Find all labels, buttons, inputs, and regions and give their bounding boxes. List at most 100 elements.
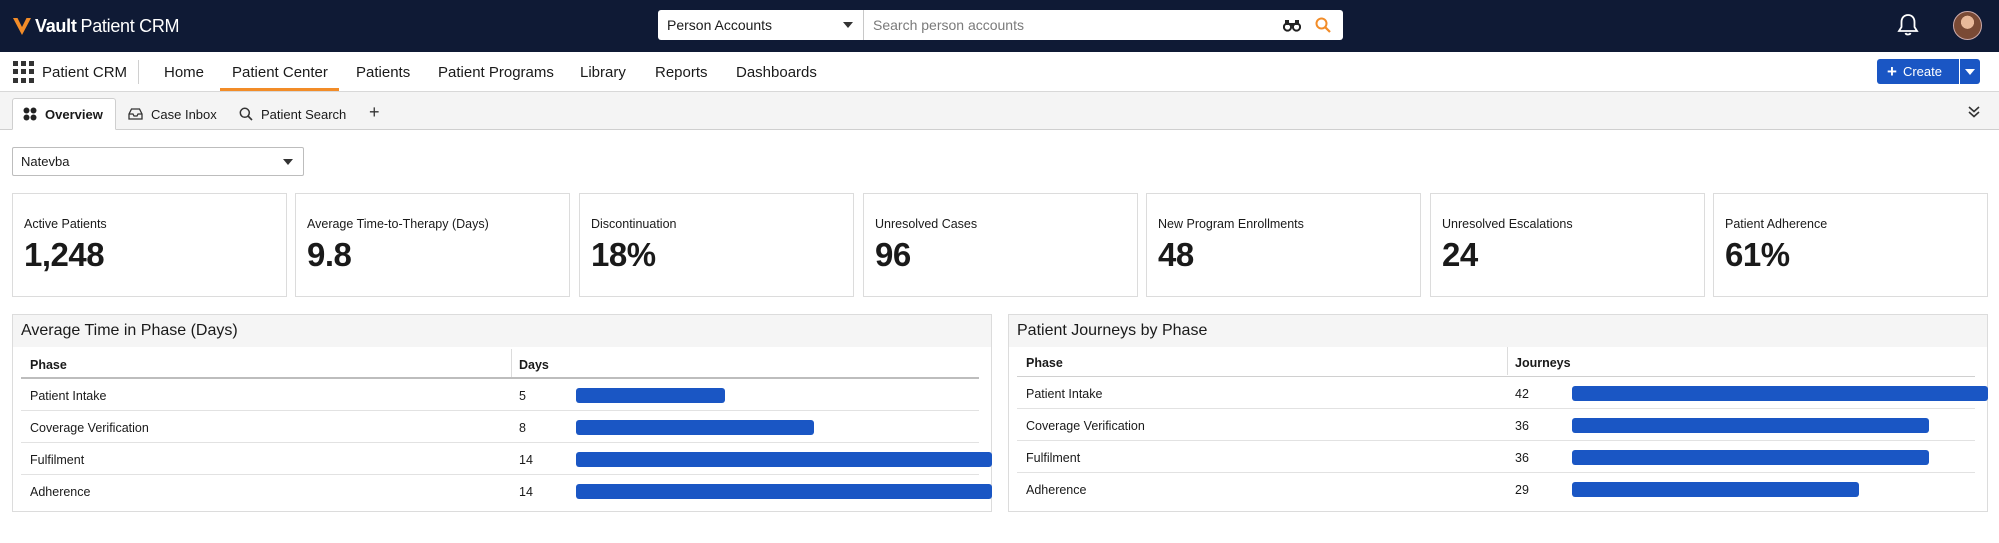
- kpi-value: 48: [1158, 236, 1194, 273]
- table-row: Fulfilment 36: [1017, 441, 1975, 473]
- app-launcher-icon[interactable]: [13, 61, 35, 83]
- search-icon: [239, 107, 253, 121]
- table-row: Adherence 14: [21, 475, 992, 507]
- subtab-case-inbox[interactable]: Case Inbox: [128, 98, 217, 130]
- active-tab-indicator: [220, 88, 339, 91]
- kpi-card: Unresolved Cases 96: [863, 193, 1138, 297]
- tab-patient-center[interactable]: Patient Center: [232, 64, 328, 81]
- table-row: Coverage Verification 36: [1017, 409, 1975, 441]
- double-chevron-down-icon[interactable]: [1968, 106, 1980, 118]
- kpi-label: Patient Adherence: [1725, 217, 1828, 231]
- tab-home[interactable]: Home: [164, 64, 205, 81]
- tab-dashboards[interactable]: Dashboards: [736, 64, 817, 81]
- value-bar: [1572, 386, 1988, 401]
- table-header: Phase Journeys: [1017, 345, 1975, 377]
- kpi-card: Active Patients 1,248: [12, 193, 287, 297]
- phase-time-panel: Average Time in Phase (Days) Phase Days …: [12, 314, 992, 512]
- table-row: Patient Intake 5: [21, 379, 979, 411]
- phase-name: Adherence: [1026, 483, 1087, 497]
- column-header-days: Days: [519, 358, 549, 372]
- kpi-value: 9.8: [307, 236, 352, 273]
- kpi-card: Discontinuation 18%: [579, 193, 854, 297]
- create-button[interactable]: + Create: [1877, 59, 1959, 84]
- phase-name: Coverage Verification: [1026, 419, 1145, 433]
- phase-name: Fulfilment: [30, 453, 85, 467]
- binoculars-icon[interactable]: [1283, 18, 1301, 32]
- search-input[interactable]: [864, 11, 1283, 39]
- phase-name: Fulfilment: [1026, 451, 1081, 465]
- create-menu-button[interactable]: [1960, 59, 1980, 84]
- value-bar: [576, 452, 992, 467]
- column-divider: [1507, 347, 1508, 375]
- column-header-phase: Phase: [30, 358, 67, 372]
- subtab-label: Overview: [45, 106, 103, 122]
- phase-name: Coverage Verification: [30, 421, 149, 435]
- table-header: Phase Days: [21, 347, 979, 379]
- kpi-value: 18%: [591, 236, 656, 273]
- kpi-value: 96: [875, 236, 911, 273]
- search-scope-select[interactable]: Person Accounts: [658, 10, 864, 40]
- plus-icon: +: [1887, 62, 1897, 81]
- table-row: Adherence 29: [1017, 473, 1975, 505]
- value-bar: [1572, 418, 1929, 433]
- kpi-card: Unresolved Escalations 24: [1430, 193, 1705, 297]
- kpi-value: 1,248: [24, 236, 105, 273]
- tab-library[interactable]: Library: [580, 64, 626, 81]
- workspace-tabs: Overview Case Inbox Patient Search +: [0, 92, 1999, 130]
- phase-value: 29: [1515, 483, 1529, 497]
- value-bar: [576, 484, 992, 499]
- brand-name: Vault: [35, 15, 77, 36]
- vault-v-icon: [13, 18, 31, 35]
- column-divider: [511, 349, 512, 377]
- kpi-label: Unresolved Cases: [875, 217, 978, 231]
- kpi-value: 24: [1442, 236, 1478, 273]
- kpi-label: Unresolved Escalations: [1442, 217, 1573, 231]
- value-bar: [1572, 450, 1929, 465]
- kpi-card: Patient Adherence 61%: [1713, 193, 1988, 297]
- filter-value: Natevba: [21, 154, 70, 169]
- value-bar: [1572, 482, 1859, 497]
- kpi-card: New Program Enrollments 48: [1146, 193, 1421, 297]
- top-bar: Vault Patient CRM Person Accounts: [0, 0, 1999, 52]
- add-tab-icon[interactable]: +: [369, 102, 380, 122]
- subtab-overview[interactable]: Overview: [12, 98, 116, 130]
- global-search: Person Accounts: [658, 10, 1343, 40]
- phase-name: Patient Intake: [1026, 387, 1103, 401]
- subtab-label: Patient Search: [261, 106, 347, 122]
- search-scope-value: Person Accounts: [667, 17, 773, 33]
- phase-value: 8: [519, 421, 526, 435]
- panel-title: Patient Journeys by Phase: [1009, 315, 1987, 347]
- phase-value: 36: [1515, 419, 1529, 433]
- journeys-panel: Patient Journeys by Phase Phase Journeys…: [1008, 314, 1988, 512]
- grid-icon: [23, 107, 37, 121]
- kpi-label: Active Patients: [24, 217, 107, 231]
- phase-value: 36: [1515, 451, 1529, 465]
- phase-value: 42: [1515, 387, 1529, 401]
- vault-logo[interactable]: Vault Patient CRM: [12, 13, 180, 39]
- product-filter-select[interactable]: Natevba: [12, 147, 304, 176]
- tab-patient-programs[interactable]: Patient Programs: [438, 64, 554, 81]
- column-header-phase: Phase: [1026, 356, 1063, 370]
- user-avatar[interactable]: [1953, 11, 1982, 40]
- subtab-label: Case Inbox: [151, 106, 217, 122]
- inbox-icon: [128, 108, 143, 120]
- kpi-label: Average Time-to-Therapy (Days): [307, 217, 489, 231]
- nav-divider: [138, 60, 139, 84]
- chevron-down-icon: [843, 22, 853, 28]
- phase-value: 14: [519, 485, 533, 499]
- phase-time-table: Phase Days Patient Intake 5 Coverage Ver…: [21, 347, 992, 507]
- panel-title: Average Time in Phase (Days): [13, 315, 991, 347]
- kpi-value: 61%: [1725, 236, 1790, 273]
- phase-name: Adherence: [30, 485, 91, 499]
- journeys-table: Phase Journeys Patient Intake 42 Coverag…: [1017, 345, 1988, 505]
- tab-patients[interactable]: Patients: [356, 64, 411, 81]
- brand-product: Patient CRM: [80, 15, 180, 36]
- tab-reports[interactable]: Reports: [655, 64, 708, 81]
- kpi-label: New Program Enrollments: [1158, 217, 1304, 231]
- phase-name: Patient Intake: [30, 389, 107, 403]
- table-row: Patient Intake 42: [1017, 377, 1988, 409]
- subtab-patient-search[interactable]: Patient Search: [239, 98, 346, 130]
- chevron-down-icon: [283, 159, 293, 165]
- notification-bell-icon[interactable]: [1897, 13, 1919, 37]
- search-icon[interactable]: [1315, 17, 1331, 33]
